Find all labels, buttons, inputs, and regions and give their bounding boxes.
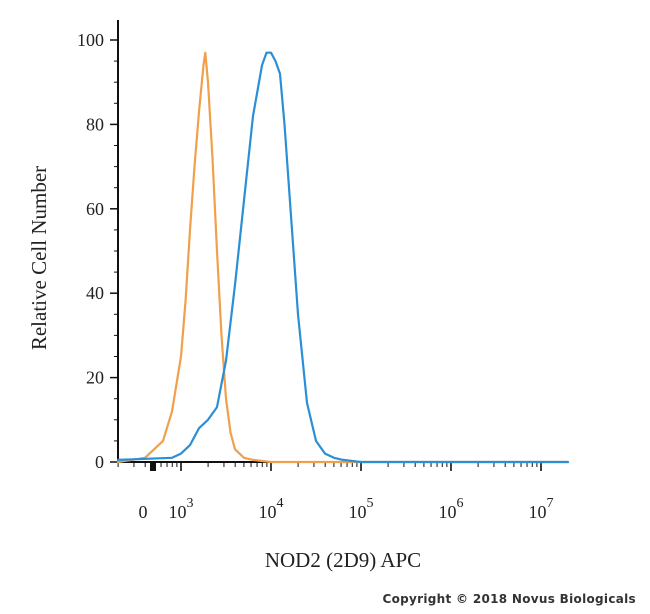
- y-tick-label: 80: [86, 114, 104, 134]
- y-tick-label: 100: [77, 30, 104, 50]
- x-tick-label: 106: [439, 496, 464, 522]
- x-tick-label: 105: [349, 496, 374, 522]
- x-tick-label: 107: [529, 496, 554, 522]
- y-tick-label: 0: [95, 452, 104, 472]
- y-tick-label: 20: [86, 368, 104, 388]
- x-tick-label: 0: [139, 502, 148, 522]
- x-tick-label: 103: [169, 496, 194, 522]
- y-axis-ticks: 0 20 40 60 80 100: [77, 30, 118, 472]
- y-axis-title: Relative Cell Number: [27, 166, 51, 350]
- x-axis-ticks: [117, 462, 542, 471]
- x-tick-label: 104: [259, 496, 284, 522]
- x-axis-tick-labels: 0 103 104 105 106 107: [139, 496, 554, 522]
- copyright-notice: Copyright © 2018 Novus Biologicals: [382, 592, 636, 606]
- series-layer: [116, 51, 570, 464]
- x-axis-title: NOD2 (2D9) APC: [265, 548, 421, 572]
- y-tick-label: 40: [86, 283, 104, 303]
- x-zero-tick: [150, 463, 156, 471]
- series-line-nod2: [116, 51, 570, 464]
- series-line-isotype: [116, 51, 570, 464]
- y-tick-label: 60: [86, 199, 104, 219]
